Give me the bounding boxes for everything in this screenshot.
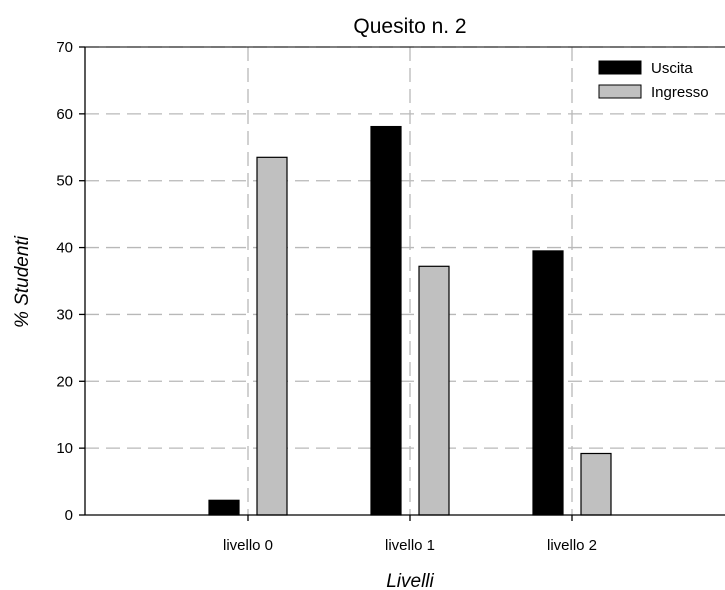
legend-label-uscita: Uscita [651, 60, 693, 77]
bar-uscita-0 [208, 499, 240, 516]
bar-uscita-1 [370, 125, 402, 516]
x-tick-label: livello 2 [547, 537, 597, 554]
x-tick-label: livello 1 [385, 537, 435, 554]
y-tick-label: 0 [65, 507, 73, 524]
y-tick-label: 30 [56, 306, 73, 323]
y-tick-label: 40 [56, 240, 73, 257]
y-axis-label: % Studenti [12, 235, 33, 328]
legend-swatch-ingresso [598, 84, 642, 99]
bar-uscita-2 [532, 250, 564, 516]
bar-group [208, 125, 612, 516]
y-tick-label: 70 [56, 39, 73, 56]
tick-labels: 0 10 20 30 40 50 60 70 livello 0 livello 1 livello… [56, 39, 597, 554]
legend-label-ingresso: Ingresso [651, 84, 709, 101]
x-axis-label: Livelli [386, 571, 434, 590]
chart-title: Quesito n. 2 [353, 15, 466, 38]
grid-lines [85, 46, 725, 515]
y-tick-label: 20 [56, 373, 73, 390]
bar-ingresso-1 [418, 265, 450, 516]
y-tick-label: 10 [56, 440, 73, 457]
legend-swatch-uscita [598, 60, 642, 75]
x-tick-label: livello 0 [223, 537, 273, 554]
y-tick-label: 50 [56, 173, 73, 190]
bar-ingresso-0 [256, 156, 288, 516]
bar-ingresso-2 [580, 452, 612, 516]
axes [79, 46, 725, 521]
y-tick-label: 60 [56, 106, 73, 123]
legend: Uscita Ingresso [598, 60, 709, 101]
